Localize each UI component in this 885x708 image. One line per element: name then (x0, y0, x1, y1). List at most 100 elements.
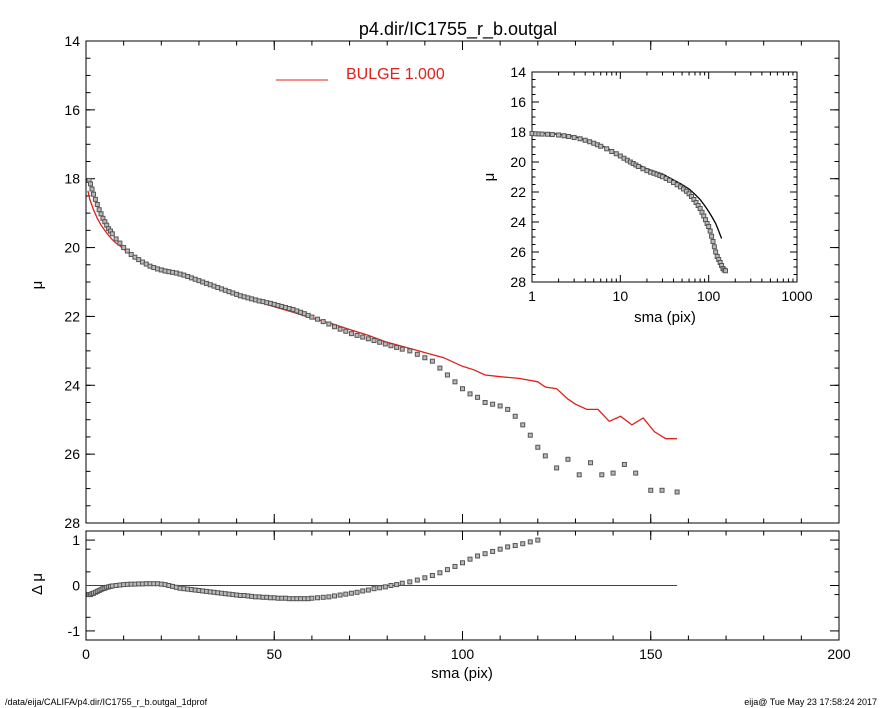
main-data-point (422, 355, 428, 361)
main-data-point (113, 236, 119, 242)
inset-xtick-label: 1 (528, 288, 536, 304)
residual-data-point (535, 537, 541, 543)
main-data-point (399, 346, 405, 352)
residual-xtick-label: 200 (827, 646, 851, 662)
main-data-point (467, 391, 473, 397)
main-data-point (520, 422, 526, 428)
main-data-point (527, 432, 533, 438)
residual-data-point (331, 593, 337, 599)
inset-data-point (549, 132, 555, 138)
main-data-point (460, 386, 465, 392)
main-data-point (497, 403, 503, 409)
residual-data-point (497, 546, 503, 552)
residual-data-point (452, 563, 458, 569)
main-data-point (633, 470, 639, 476)
residual-data-point (437, 570, 443, 576)
inset-ytick-label: 26 (510, 244, 526, 260)
residual-data-point (520, 541, 526, 547)
residual-data-point (407, 579, 413, 585)
residual-ytick-label: 0 (72, 578, 80, 594)
residual-xtick-label: 50 (266, 646, 282, 662)
main-ytick-label: 28 (64, 515, 80, 531)
main-series (86, 177, 680, 495)
residual-data-point (365, 587, 371, 593)
main-ytick-label: 20 (64, 240, 80, 256)
inset-xlabel: sma (pix) (634, 309, 696, 326)
residual-data-point (320, 594, 326, 600)
residual-data-point (354, 589, 360, 595)
main-data-point (377, 339, 383, 345)
main-data-point (394, 344, 400, 350)
inset-data-point (635, 164, 641, 169)
main-data-point (96, 207, 102, 213)
residual-data-point (348, 590, 354, 596)
main-data-point (124, 248, 130, 254)
residual-data-point (527, 539, 533, 545)
main-data-point (92, 196, 98, 202)
inset-ytick-label: 14 (510, 64, 526, 80)
inset-data-point (582, 137, 588, 143)
inset-xtick-label: 10 (613, 288, 629, 304)
main-data-point (482, 400, 488, 405)
main-data-point (535, 444, 541, 450)
main-data-point (89, 186, 95, 192)
inset-ytick-label: 20 (510, 154, 526, 170)
main-data-point (117, 240, 123, 246)
residual-data-point (512, 543, 518, 549)
main-ytick-label: 18 (64, 171, 80, 187)
main-data-point (91, 191, 97, 197)
residual-xtick-label: 150 (639, 646, 663, 662)
main-data-point (94, 202, 100, 208)
residual-ylabel: Δ μ (29, 573, 46, 595)
main-data-point (382, 341, 388, 347)
inset-ytick-label: 28 (510, 274, 526, 290)
inset-data-point (566, 134, 572, 139)
inset-data-point (598, 143, 604, 149)
inset-data-point (683, 188, 689, 194)
main-data-point (128, 251, 134, 257)
residual-data-point (460, 560, 465, 566)
inset-data-point (561, 133, 567, 139)
main-data-point (588, 460, 594, 466)
residual-xlabel: sma (pix) (431, 665, 493, 682)
residual-data-point (444, 567, 450, 573)
residual-data-point (388, 583, 394, 588)
main-data-point (121, 245, 127, 251)
main-data-point (452, 379, 458, 385)
main-data-point (98, 211, 104, 217)
inset-data-point (556, 132, 562, 138)
main-ytick-label: 16 (64, 102, 80, 118)
main-ticks: 14 16 18 20 22 24 26 28 (64, 33, 840, 531)
inset-series (529, 131, 728, 274)
main-data-point (88, 181, 94, 187)
main-data-point (576, 472, 582, 478)
residual-data-point (394, 582, 400, 588)
inset-data-point (706, 224, 712, 229)
inset-data-point (707, 228, 713, 234)
inset-panel: 1 10 100 1000 14 16 18 20 22 24 26 28 μ sma (pix) (481, 64, 813, 326)
inset-data-point (640, 166, 646, 172)
main-data-point (326, 321, 332, 327)
residual-xtick-label: 100 (451, 646, 475, 662)
main-data-point (337, 326, 343, 332)
inset-data-point (604, 146, 610, 152)
main-data-point (343, 328, 349, 334)
inset-data-point (711, 244, 717, 250)
main-data-point (331, 324, 337, 330)
main-data-point (437, 365, 443, 371)
main-data-point (365, 336, 371, 342)
residual-data-point (360, 588, 366, 594)
main-data-point (542, 453, 548, 459)
inset-data-point (539, 131, 545, 137)
residual-data-point (337, 592, 343, 598)
inset-ytick-label: 22 (510, 184, 526, 200)
inset-data-point (571, 135, 577, 141)
main-data-point (554, 465, 560, 471)
residual-data-point (482, 551, 488, 557)
main-data-point (444, 372, 450, 378)
main-panel: 14 16 18 20 22 24 26 28 BULGE 1.000 μ (29, 33, 840, 531)
residual-data-point (343, 591, 349, 597)
inset-data-point (577, 136, 583, 142)
main-data-point (371, 338, 377, 344)
main-ytick-label: 14 (64, 33, 80, 49)
